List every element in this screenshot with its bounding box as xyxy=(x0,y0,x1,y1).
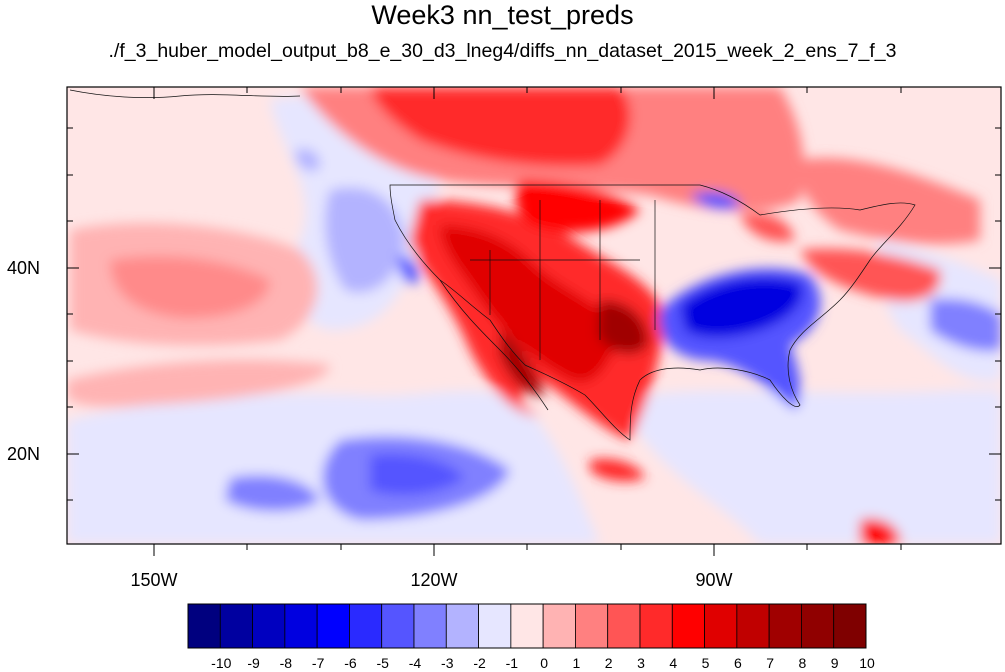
colorbar-tick-label: -5 xyxy=(376,655,389,671)
colorbar-tick-label: -4 xyxy=(408,655,422,671)
lat-ticks xyxy=(67,127,1001,501)
colorbar-swatch xyxy=(478,603,512,649)
colorbar-swatch xyxy=(671,603,705,649)
colorbar-tick-label: -10 xyxy=(211,655,232,671)
colorbar-swatch xyxy=(284,603,318,649)
lon-ticks xyxy=(153,87,902,556)
lat-label-40n: 40N xyxy=(6,258,40,278)
colorbar-tick-label: -2 xyxy=(473,655,486,671)
colorbar-swatch xyxy=(801,603,835,649)
colorbar-swatch xyxy=(381,603,415,649)
lon-label-150w: 150W xyxy=(130,570,178,590)
colorbar-swatch xyxy=(768,603,802,649)
colorbar-tick-label: 9 xyxy=(830,655,839,671)
colorbar-tick-label: 0 xyxy=(540,655,549,671)
map-subtitle: ./f_3_huber_model_output_b8_e_30_d3_lneg… xyxy=(108,40,897,62)
colorbar-tick-label: 7 xyxy=(766,655,775,671)
colorbar-swatch xyxy=(219,603,253,649)
colorbar-tick-label: 4 xyxy=(669,655,678,671)
map-frame xyxy=(66,86,1002,545)
colorbar-frame xyxy=(187,603,867,649)
lon-label-90w: 90W xyxy=(695,570,733,590)
colorbar-tick-label: -3 xyxy=(441,655,454,671)
colorbar-swatch xyxy=(316,603,350,649)
colorbar-tick-label: -1 xyxy=(505,655,519,671)
colorbar-swatch xyxy=(639,603,673,649)
colorbar-swatch xyxy=(575,603,609,649)
anomaly-field xyxy=(67,87,1001,544)
colorbar-swatch xyxy=(510,603,544,649)
map-title: Week3 nn_test_preds xyxy=(371,0,634,30)
colorbar-swatch xyxy=(413,603,447,649)
colorbar-swatch xyxy=(607,603,641,649)
colorbar-swatch xyxy=(349,603,383,649)
colorbar-tick-label: 2 xyxy=(604,655,613,671)
lon-label-120w: 120W xyxy=(410,570,458,590)
colorbar-swatch xyxy=(445,603,479,649)
colorbar-tick-label: -6 xyxy=(344,655,357,671)
colorbar-tick-label: 6 xyxy=(733,655,742,671)
colorbar-tick-label: 3 xyxy=(637,655,645,671)
colorbar-tick-label: -9 xyxy=(247,655,260,671)
colorbar-tick-label: 1 xyxy=(572,655,581,671)
colorbar-swatch xyxy=(704,603,738,649)
colorbar-tick-label: -7 xyxy=(311,655,325,671)
colorbar-swatch xyxy=(252,603,286,649)
lat-label-20n: 20N xyxy=(6,444,40,464)
colorbar-tick-label: 10 xyxy=(859,655,875,671)
colorbar-swatch xyxy=(736,603,770,649)
colorbar-swatch xyxy=(833,603,867,649)
colorbar xyxy=(187,603,867,649)
colorbar-tick-label: 5 xyxy=(701,655,710,671)
colorbar-swatch xyxy=(187,603,221,649)
colorbar-swatch xyxy=(542,603,576,649)
colorbar-tick-label: 8 xyxy=(798,655,807,671)
colorbar-tick-label: -8 xyxy=(279,655,293,671)
